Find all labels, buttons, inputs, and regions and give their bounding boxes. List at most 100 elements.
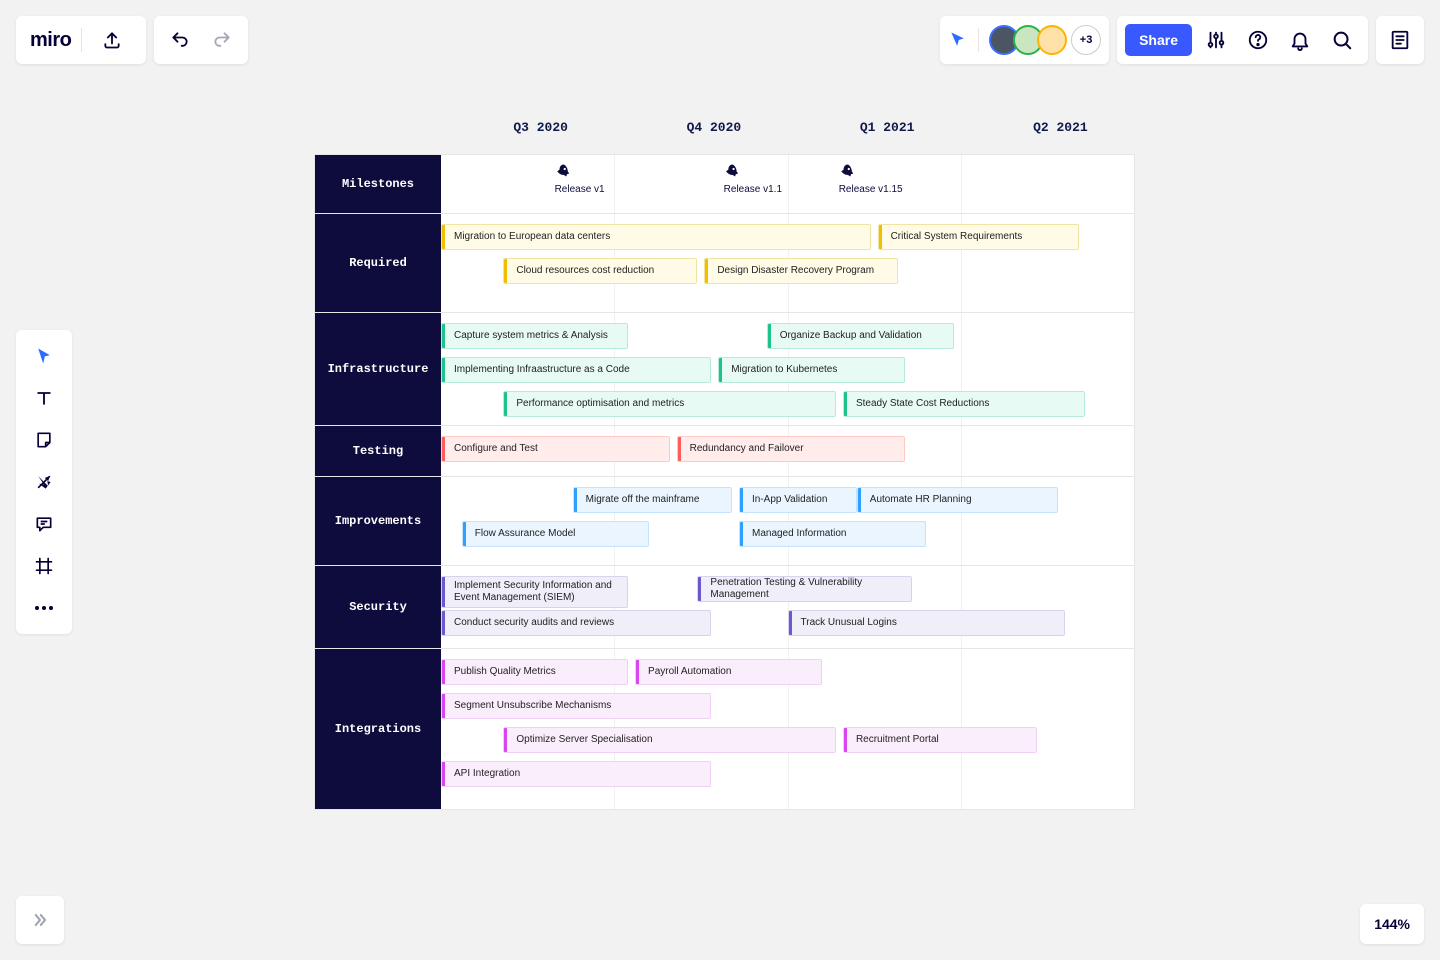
bar-label: Migrate off the mainframe [582,494,700,506]
roadmap-bar[interactable]: Organize Backup and Validation [767,323,954,349]
bar-label: Conduct security audits and reviews [450,617,614,629]
lane-body[interactable]: Migration to European data centers Critic… [441,214,1134,312]
text-tool-icon[interactable] [22,378,66,418]
milestone[interactable]: Release v1 [555,163,605,195]
lane-label: Security [315,566,441,648]
roadmap-bar[interactable]: In-App Validation [739,487,857,513]
roadmap-bar[interactable]: Capture system metrics & Analysis [441,323,628,349]
lane-label: Testing [315,426,441,476]
redo-icon[interactable] [202,16,242,64]
lane-label: Milestones [315,155,441,213]
settings-icon[interactable] [1198,16,1234,64]
bar-label: Steady State Cost Reductions [852,398,989,410]
bar-label: Segment Unsubscribe Mechanisms [450,700,611,712]
bar-label: Publish Quality Metrics [450,666,556,678]
collaborators-card: +3 [940,16,1109,64]
zoom-value: 144% [1374,916,1410,932]
live-cursor-icon[interactable] [948,30,968,50]
roadmap-bar[interactable]: Configure and Test [441,436,670,462]
avatar-more-count[interactable]: +3 [1071,25,1101,55]
roadmap-bar[interactable]: Critical System Requirements [878,224,1079,250]
roadmap-bar[interactable]: Publish Quality Metrics [441,659,628,685]
arrow-tool-icon[interactable] [22,462,66,502]
roadmap-bar[interactable]: Conduct security audits and reviews [441,610,711,636]
bar-label: Cloud resources cost reduction [512,265,654,277]
roadmap-bar[interactable]: Recruitment Portal [843,727,1037,753]
export-icon[interactable] [92,16,132,64]
notes-icon[interactable] [1376,16,1424,64]
lane-integrations: Integrations Publish Quality Metrics Payro… [315,649,1134,809]
roadmap-bar[interactable]: Track Unusual Logins [788,610,1065,636]
bar-label: Critical System Requirements [887,231,1023,243]
roadmap-bar[interactable]: Segment Unsubscribe Mechanisms [441,693,711,719]
top-right-toolbar: +3 Share [940,16,1424,64]
bar-label: API Integration [450,768,520,780]
lane-improvements: ImprovementsMigrate off the mainframeIn-… [315,477,1134,566]
app-logo[interactable]: miro [30,29,71,52]
select-tool-icon[interactable] [22,336,66,376]
search-icon[interactable] [1324,16,1360,64]
bar-label: In-App Validation [748,494,827,506]
roadmap-bar[interactable]: Migration to European data centers [441,224,871,250]
sticky-note-tool-icon[interactable] [22,420,66,460]
column-line [961,426,962,476]
bar-label: Capture system metrics & Analysis [450,330,608,342]
share-button[interactable]: Share [1125,24,1192,56]
undo-redo-card [154,16,248,64]
undo-icon[interactable] [160,16,200,64]
zoom-level[interactable]: 144% [1360,904,1424,944]
notifications-icon[interactable] [1282,16,1318,64]
roadmap-bar[interactable]: Performance optimisation and metrics [503,391,836,417]
lane-milestones: MilestonesRelease v1Release v1.1Release … [315,155,1134,214]
roadmap-bar[interactable]: Managed Information [739,521,926,547]
milestone[interactable]: Release v1.1 [724,163,782,195]
roadmap-bar[interactable]: API Integration [441,761,711,787]
roadmap-bar[interactable]: Optimize Server Specialisation [503,727,836,753]
comment-tool-icon[interactable] [22,504,66,544]
left-toolbar [16,330,72,634]
expand-panel-icon[interactable] [16,896,64,944]
roadmap-bar[interactable]: Implementing Infraastructure as a Code [441,357,711,383]
lane-label: Integrations [315,649,441,809]
lane-body[interactable]: Migrate off the mainframe In-App Validati… [441,477,1134,565]
top-left-toolbar: miro [16,16,248,64]
milestone-label: Release v1.1 [724,184,782,195]
lane-label: Infrastructure [315,313,441,425]
lane-body[interactable]: Configure and Test Redundancy and Failove… [441,426,1134,476]
avatar-stack[interactable] [989,25,1067,55]
roadmap-bar[interactable]: Payroll Automation [635,659,822,685]
bar-label: Track Unusual Logins [797,617,897,629]
bar-label: Payroll Automation [644,666,731,678]
lane-body[interactable]: Publish Quality Metrics Payroll Automatio… [441,649,1134,809]
lane-body[interactable]: Implement Security Information and Event… [441,566,1134,648]
lane-infrastructure: InfrastructureCapture system metrics & A… [315,313,1134,426]
quarter-label: Q4 2020 [627,120,800,135]
actions-card: Share [1117,16,1368,64]
bar-label: Managed Information [748,528,847,540]
rocket-icon [724,163,782,181]
roadmap-bar[interactable]: Migrate off the mainframe [573,487,732,513]
roadmap-bar[interactable]: Design Disaster Recovery Program [704,258,898,284]
lane-body[interactable]: Capture system metrics & Analysis Organiz… [441,313,1134,425]
roadmap-bar[interactable]: Steady State Cost Reductions [843,391,1086,417]
help-icon[interactable] [1240,16,1276,64]
avatar[interactable] [1037,25,1067,55]
roadmap-bar[interactable]: Cloud resources cost reduction [503,258,697,284]
roadmap-bar[interactable]: Automate HR Planning [857,487,1058,513]
roadmap-bar[interactable]: Flow Assurance Model [462,521,649,547]
roadmap-bar[interactable]: Migration to Kubernetes [718,357,905,383]
milestone[interactable]: Release v1.15 [839,163,903,195]
roadmap-bar[interactable]: Redundancy and Failover [677,436,906,462]
rocket-icon [555,163,605,181]
column-line [614,155,615,213]
frame-tool-icon[interactable] [22,546,66,586]
bar-label: Implement Security Information and Event… [450,580,619,604]
roadmap-bar[interactable]: Penetration Testing & Vulnerability Mana… [697,576,912,602]
lane-label: Required [315,214,441,312]
bar-label: Redundancy and Failover [686,443,804,455]
quarter-headers: Q3 2020Q4 2020Q1 2021Q2 2021 [454,120,1147,135]
milestone-label: Release v1 [555,184,605,195]
roadmap-bar[interactable]: Implement Security Information and Event… [441,576,628,608]
more-tools-icon[interactable] [22,588,66,628]
lane-body[interactable]: Release v1 Release v1.1 Release v1.15 [441,155,1134,213]
